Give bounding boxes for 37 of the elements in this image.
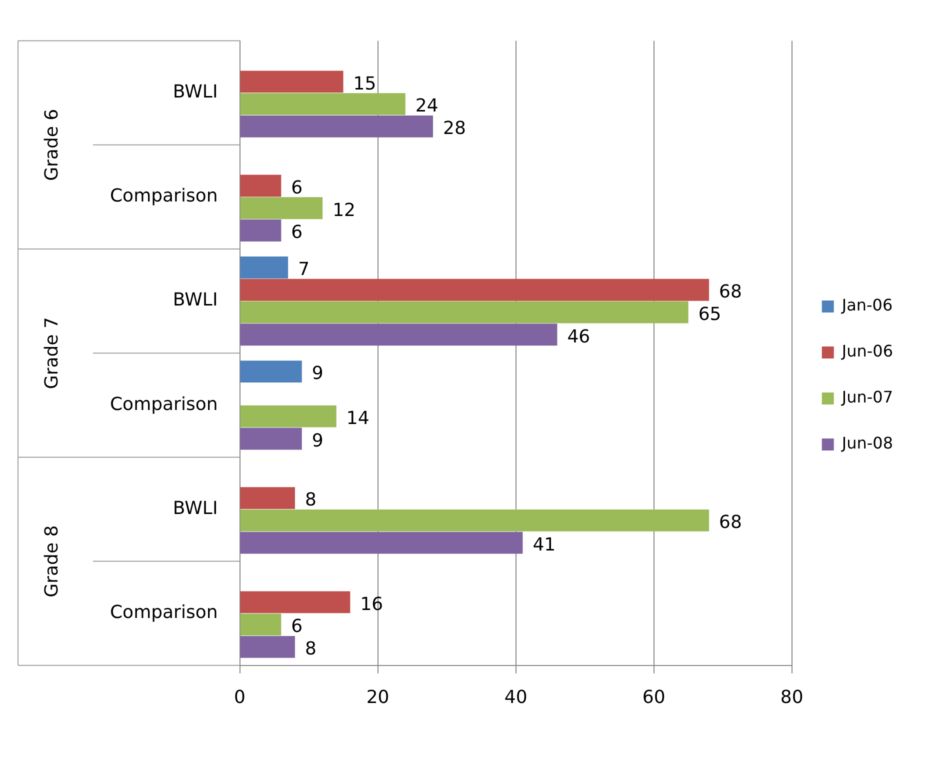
data-label: 15: [353, 73, 376, 94]
data-label: 7: [298, 259, 310, 280]
y-tick-label: Comparison: [110, 394, 218, 415]
data-label: 6: [291, 616, 303, 638]
text: Grade 6: [42, 108, 63, 181]
data-label: 6: [291, 222, 303, 244]
legend-label: Jun-07: [840, 388, 894, 407]
data-label: 24: [415, 96, 438, 117]
x-tick-label: 40: [504, 686, 528, 708]
data-label: 8: [304, 638, 316, 660]
y-tick-label: BWLI: [172, 82, 218, 103]
data-label: 9: [312, 363, 324, 384]
data-label: 41: [532, 534, 556, 556]
y-tick-label: Comparison: [110, 602, 218, 624]
text: Grade 7: [42, 317, 63, 390]
x-tick-label: 80: [780, 686, 804, 708]
legend-label: Jan-06: [840, 296, 893, 315]
y-tick-label: BWLI: [172, 498, 218, 519]
data-label: 68: [719, 512, 742, 534]
text: Grade 8: [42, 525, 63, 598]
legend-label: Jun-08: [840, 434, 894, 453]
x-tick-label: 20: [366, 686, 390, 708]
data-label: 65: [698, 304, 722, 325]
data-label: 14: [346, 408, 370, 430]
data-label: 28: [443, 118, 466, 140]
data-label: 12: [332, 200, 356, 221]
y-tick-label: BWLI: [172, 290, 218, 311]
data-label: 8: [304, 490, 316, 511]
data-label: 16: [360, 594, 384, 615]
data-label: 6: [291, 177, 303, 198]
data-label: 46: [567, 326, 590, 348]
x-tick-label: 0: [234, 686, 246, 708]
legend-label: Jun-06: [840, 342, 894, 361]
x-tick-label: 60: [642, 686, 666, 708]
y-tick-label: Comparison: [110, 186, 218, 207]
data-label: 68: [719, 282, 742, 303]
data-label: 9: [312, 430, 324, 452]
